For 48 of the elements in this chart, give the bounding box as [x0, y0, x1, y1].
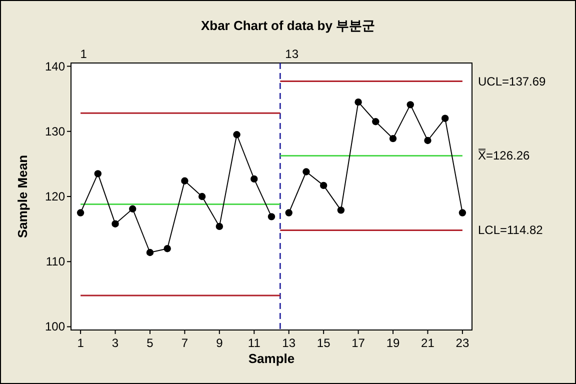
point	[320, 182, 328, 190]
point	[76, 209, 84, 216]
point	[337, 206, 345, 214]
point	[112, 220, 119, 228]
x-tick-label: 11	[248, 336, 261, 350]
point	[354, 98, 362, 106]
point	[406, 101, 414, 108]
point	[94, 170, 102, 178]
point	[389, 134, 397, 142]
x-tick-label: 17	[352, 336, 366, 350]
x-tick-label: 19	[386, 336, 400, 350]
text: X̿=126.26	[478, 148, 530, 163]
text: LCL=114.82	[478, 223, 544, 238]
x-tick-label: 9	[216, 336, 224, 350]
point	[250, 175, 258, 183]
x-tick-label: 5	[146, 336, 154, 350]
x-tick-label: 7	[181, 336, 188, 350]
x-tick-label: 13	[282, 336, 296, 350]
point	[164, 245, 171, 252]
y-axis-title: Sample Mean	[15, 154, 30, 238]
x-tick-label: 23	[456, 336, 470, 350]
point	[146, 248, 154, 256]
y-tick-label: 120	[44, 190, 66, 204]
point	[198, 192, 206, 200]
y-tick-label: 100	[44, 320, 66, 334]
point	[372, 118, 380, 126]
point	[129, 205, 136, 212]
point	[268, 213, 276, 220]
y-tick-label: 110	[46, 254, 66, 269]
point	[233, 131, 240, 138]
x2-tick-label: 13	[285, 47, 299, 61]
point	[458, 209, 466, 216]
point	[285, 209, 292, 216]
y-tick-label: 140	[44, 59, 66, 74]
y-tick-label: 130	[44, 124, 66, 138]
x-tick-label: 21	[421, 336, 435, 350]
x-tick-label: 1	[77, 336, 84, 350]
point	[441, 114, 449, 122]
text: UCL=137.69	[478, 74, 546, 88]
x-axis-title: Sample	[248, 351, 295, 366]
chart-title: Xbar Chart of data by 부분군	[200, 18, 376, 33]
point	[302, 168, 310, 176]
x-tick-label: 15	[316, 336, 331, 350]
point	[216, 222, 224, 230]
x2-tick-label: 1	[80, 47, 88, 61]
point	[424, 136, 432, 144]
point	[181, 177, 188, 184]
x-tick-label: 3	[112, 336, 119, 350]
